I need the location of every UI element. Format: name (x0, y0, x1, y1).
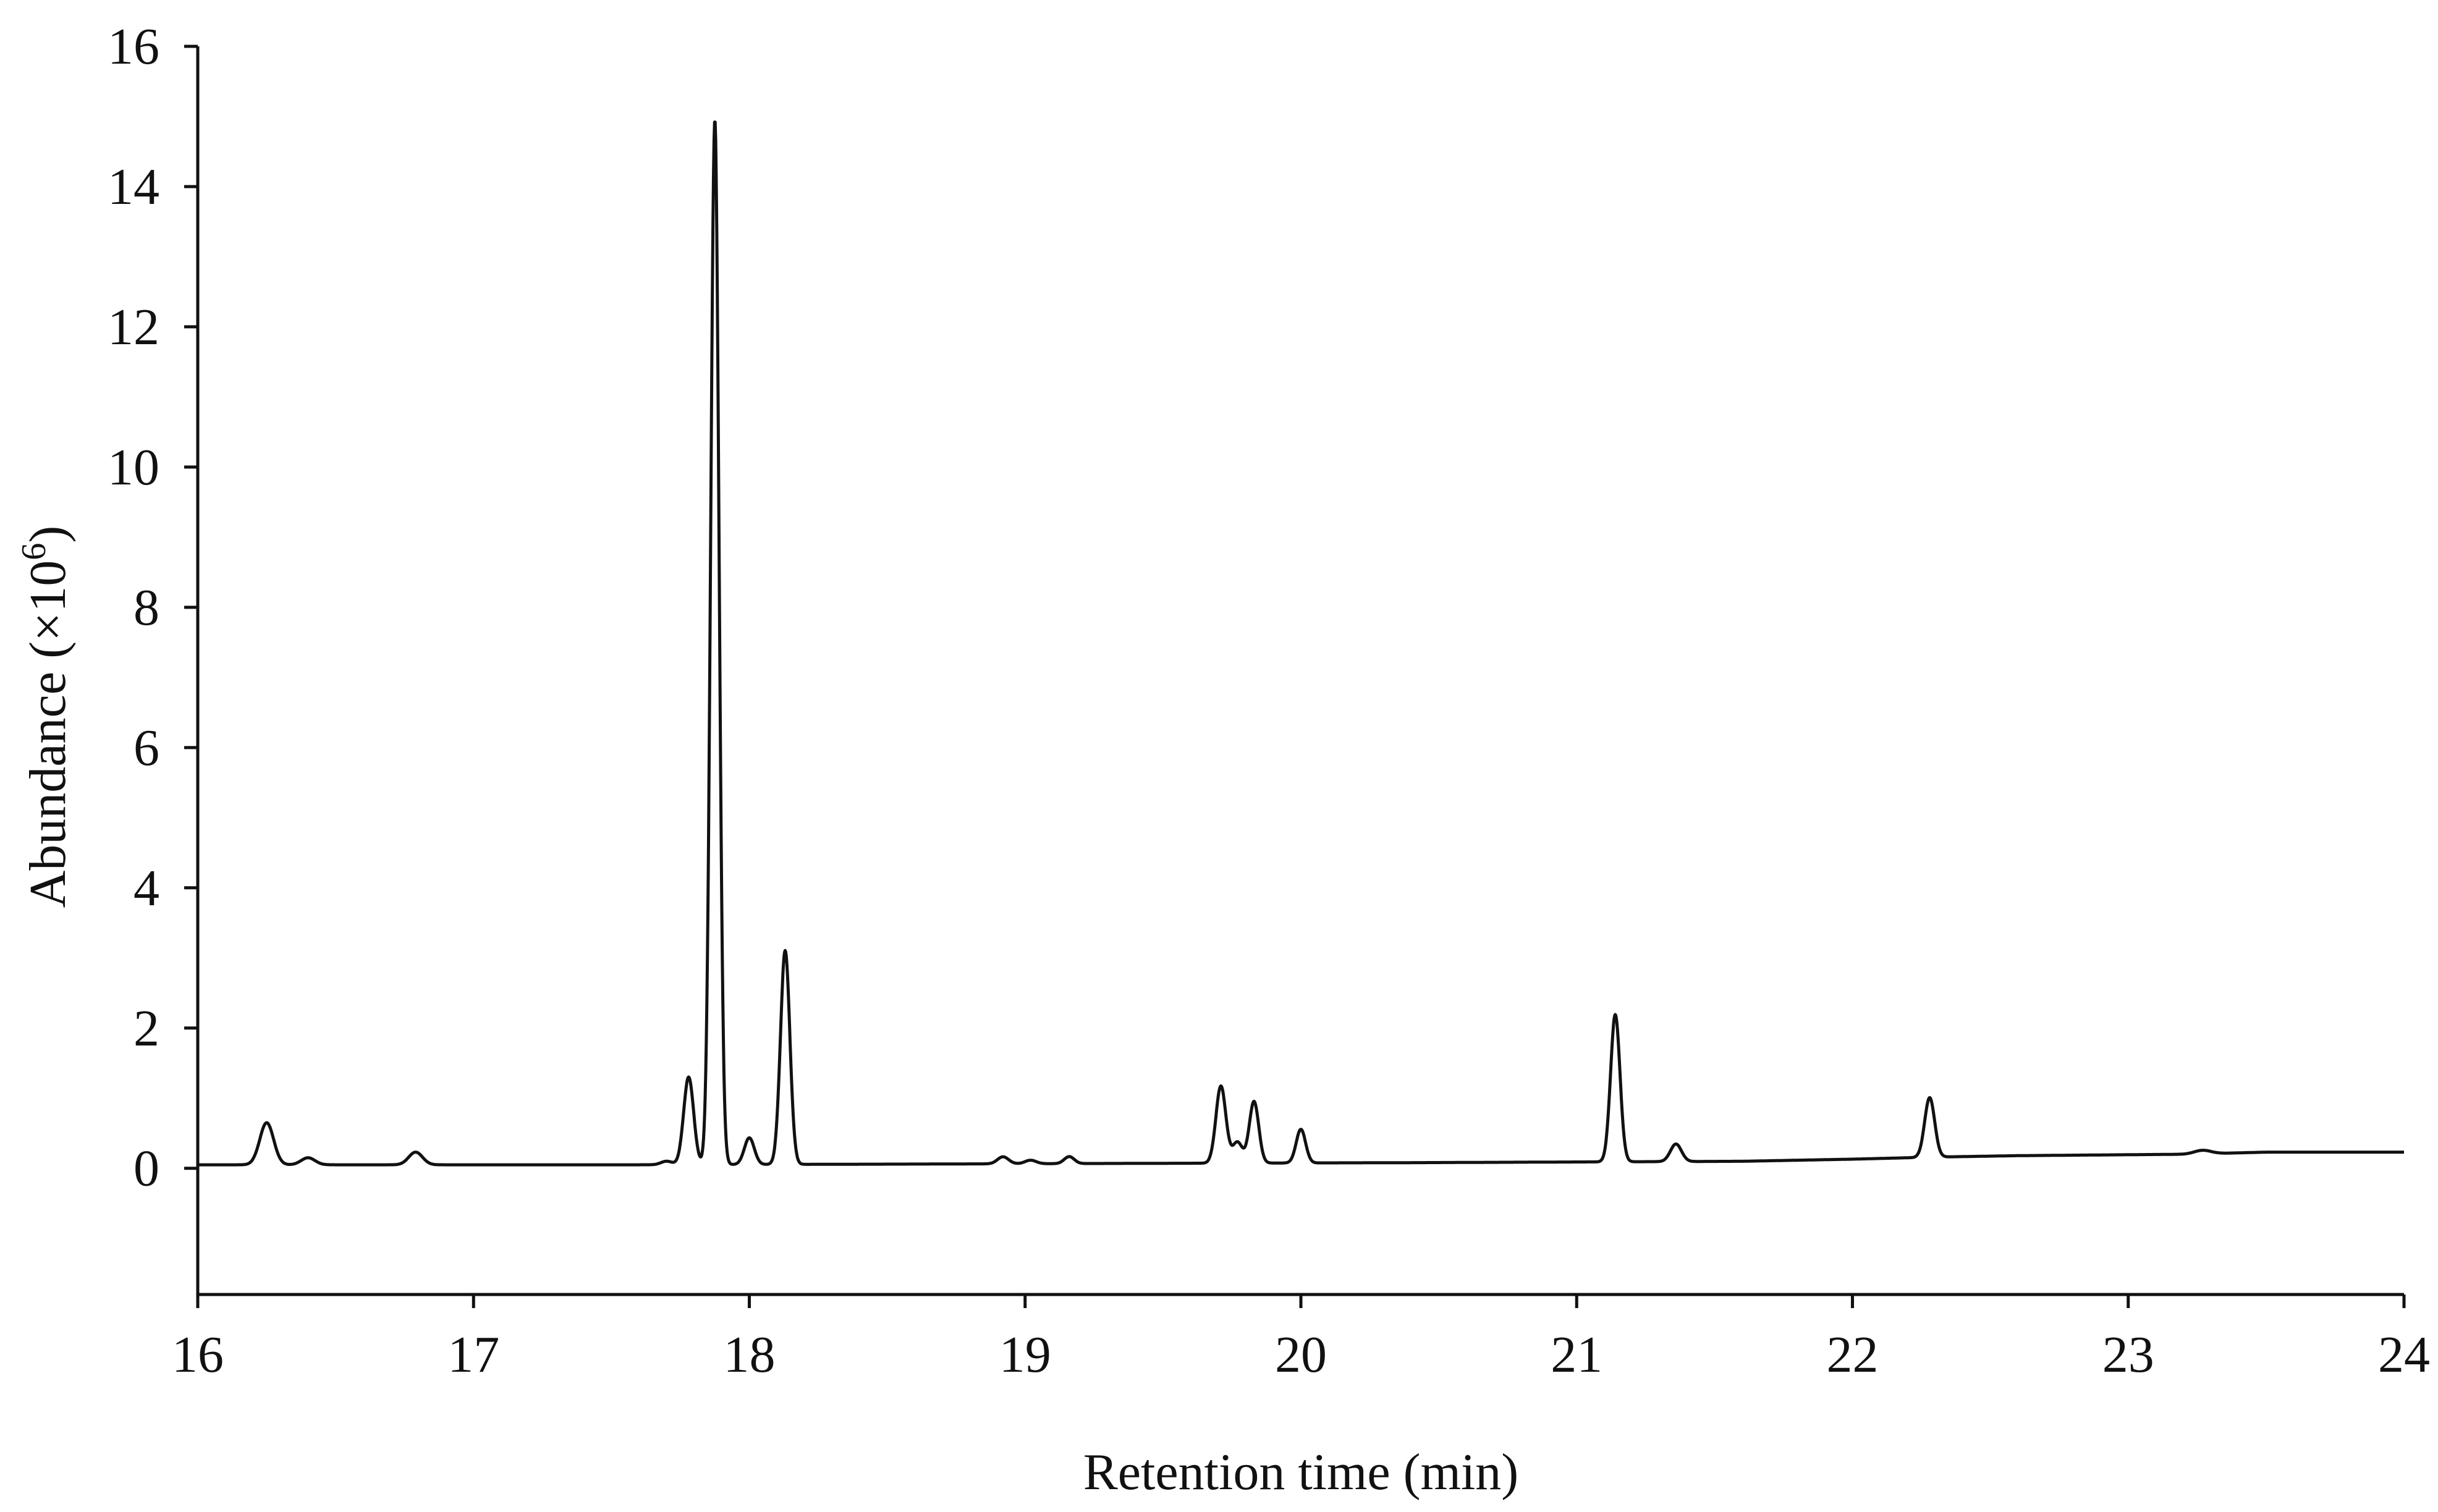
x-tick-label: 17 (447, 1326, 499, 1383)
y-axis-label-main: Abundance (×10 (19, 560, 77, 908)
y-tick-label: 10 (108, 439, 159, 496)
x-tick-label: 24 (2378, 1326, 2430, 1383)
x-tick-label: 20 (1275, 1326, 1327, 1383)
y-axis-label-exponent: 6 (15, 543, 53, 560)
x-axis-ticks: 16 17 18 19 20 21 22 23 24 (172, 1294, 2430, 1383)
x-tick-label: 21 (1551, 1326, 1602, 1383)
x-tick-label: 18 (724, 1326, 776, 1383)
y-tick-label: 4 (133, 859, 159, 917)
y-tick-label: 16 (108, 18, 159, 75)
x-axis-label: Retention time (min) (1083, 1443, 1519, 1501)
y-axis-label: Abundance (×106) (15, 526, 77, 908)
y-tick-label: 8 (133, 579, 159, 636)
y-axis-label-end: ) (19, 526, 77, 543)
axes (196, 46, 2404, 1296)
x-tick-label: 16 (172, 1326, 224, 1383)
x-tick-label: 19 (999, 1326, 1051, 1383)
y-tick-label: 12 (108, 298, 159, 356)
y-tick-label: 6 (133, 719, 159, 777)
chromatogram-trace (197, 120, 2405, 1167)
y-tick-label: 0 (133, 1140, 159, 1197)
y-tick-label: 14 (108, 158, 159, 216)
y-tick-label: 2 (133, 1000, 159, 1057)
x-tick-label: 22 (1827, 1326, 1879, 1383)
x-tick-label: 23 (2102, 1326, 2154, 1383)
y-axis-ticks: 0 2 4 6 8 10 12 14 16 (108, 18, 198, 1197)
